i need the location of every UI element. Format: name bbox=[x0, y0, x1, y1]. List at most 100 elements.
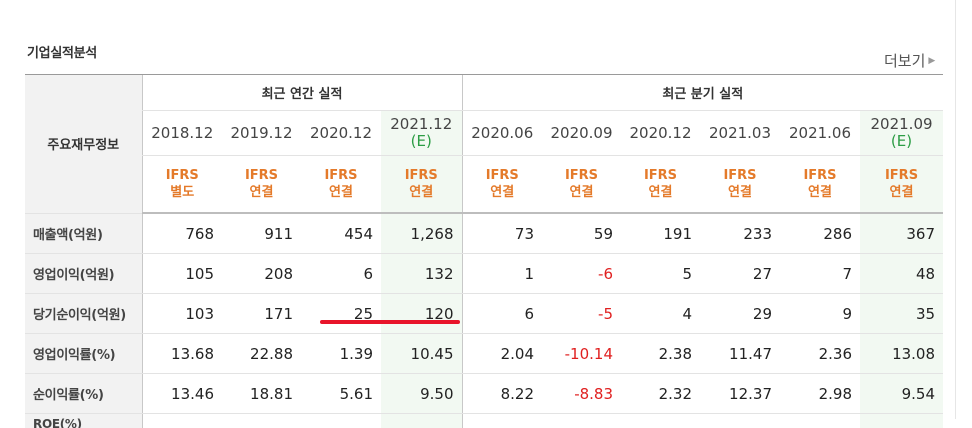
table-cell bbox=[700, 414, 780, 428]
table-cell: 768 bbox=[142, 213, 222, 254]
standard-name: IFRS bbox=[245, 168, 278, 183]
table-cell: 6 bbox=[301, 254, 381, 294]
table-cell: 18.81 bbox=[222, 374, 301, 414]
accounting-standard: IFRS 별도 bbox=[142, 156, 222, 214]
table-cell: 73 bbox=[462, 213, 542, 254]
table-cell: 6 bbox=[462, 294, 542, 334]
consolidation-basis: 연결 bbox=[250, 185, 274, 200]
table-cell: 27 bbox=[700, 254, 780, 294]
consolidation-basis: 연결 bbox=[409, 185, 433, 200]
more-link[interactable]: 더보기 ▶ bbox=[884, 50, 935, 71]
consolidation-basis: 연결 bbox=[808, 185, 832, 200]
table-cell: 9.54 bbox=[860, 374, 943, 414]
standard-name: IFRS bbox=[803, 168, 836, 183]
table-cell: 59 bbox=[542, 213, 621, 254]
period-date: 2021.12 bbox=[390, 115, 452, 133]
period-date: 2021.09 bbox=[871, 115, 933, 133]
accounting-standard: IFRS 연결 bbox=[542, 156, 621, 214]
period-header: 2021.09(E) bbox=[860, 111, 943, 156]
standard-name: IFRS bbox=[166, 168, 199, 183]
table-cell: 171 bbox=[222, 294, 301, 334]
table-cell: 208 bbox=[222, 254, 301, 294]
accounting-standard: IFRS 연결 bbox=[621, 156, 700, 214]
table-cell: 5.61 bbox=[301, 374, 381, 414]
table-cell: 454 bbox=[301, 213, 381, 254]
table-cell: 35 bbox=[860, 294, 943, 334]
period-header: 2018.12 bbox=[142, 111, 222, 156]
row-label: 매출액(억원) bbox=[25, 213, 142, 254]
table-cell: -8.83 bbox=[542, 374, 621, 414]
standard-name: IFRS bbox=[565, 168, 598, 183]
period-header: 2021.06 bbox=[780, 111, 860, 156]
standard-name: IFRS bbox=[486, 168, 519, 183]
table-cell: 2.04 bbox=[462, 334, 542, 374]
table-cell: 22.88 bbox=[222, 334, 301, 374]
accounting-standard: IFRS 연결 bbox=[222, 156, 301, 214]
table-cell: 1.39 bbox=[301, 334, 381, 374]
table-cell: -10.14 bbox=[542, 334, 621, 374]
section-title: 기업실적분석 bbox=[27, 42, 97, 61]
table-cell: 132 bbox=[381, 254, 462, 294]
table-cell: 48 bbox=[860, 254, 943, 294]
consolidation-basis: 연결 bbox=[570, 185, 594, 200]
table-cell: 120 bbox=[381, 294, 462, 334]
period-header: 2019.12 bbox=[222, 111, 301, 156]
row-label: 순이익률(%) bbox=[25, 374, 142, 414]
consolidation-basis: 연결 bbox=[329, 185, 353, 200]
standard-name: IFRS bbox=[644, 168, 677, 183]
table-cell: 911 bbox=[222, 213, 301, 254]
table-cell: -5 bbox=[542, 294, 621, 334]
row-label: 영업이익(억원) bbox=[25, 254, 142, 294]
estimate-marker: (E) bbox=[411, 132, 432, 150]
table-cell: 8.22 bbox=[462, 374, 542, 414]
accounting-standard: IFRS 연결 bbox=[462, 156, 542, 214]
accounting-standard: IFRS 연결 bbox=[301, 156, 381, 214]
standard-name: IFRS bbox=[324, 168, 357, 183]
table-cell: 11.47 bbox=[700, 334, 780, 374]
estimate-marker: (E) bbox=[891, 132, 912, 150]
table-cell: 191 bbox=[621, 213, 700, 254]
period-header: 2020.12 bbox=[301, 111, 381, 156]
row-label: ROE(%) bbox=[25, 414, 142, 428]
table-cell: 25 bbox=[301, 294, 381, 334]
table-cell: 10.45 bbox=[381, 334, 462, 374]
table-row-partial: ROE(%) bbox=[25, 414, 943, 428]
quarter-group-header: 최근 분기 실적 bbox=[462, 75, 943, 111]
table-cell: 13.08 bbox=[860, 334, 943, 374]
table-cell bbox=[142, 414, 222, 428]
table-cell bbox=[780, 414, 860, 428]
annual-group-header: 최근 연간 실적 bbox=[142, 75, 462, 111]
table-cell bbox=[381, 414, 462, 428]
table-cell: 12.37 bbox=[700, 374, 780, 414]
table-cell bbox=[860, 414, 943, 428]
period-header: 2020.09 bbox=[542, 111, 621, 156]
consolidation-basis: 연결 bbox=[728, 185, 752, 200]
period-header: 2021.03 bbox=[700, 111, 780, 156]
consolidation-basis: 연결 bbox=[649, 185, 673, 200]
table-cell: 13.46 bbox=[142, 374, 222, 414]
consolidation-basis: 별도 bbox=[170, 185, 194, 200]
table-cell: 103 bbox=[142, 294, 222, 334]
table-cell: 1,268 bbox=[381, 213, 462, 254]
table-cell: 9 bbox=[780, 294, 860, 334]
table-cell: 29 bbox=[700, 294, 780, 334]
period-header: 2021.12(E) bbox=[381, 111, 462, 156]
table-cell: -6 bbox=[542, 254, 621, 294]
table-cell: 367 bbox=[860, 213, 943, 254]
consolidation-basis: 연결 bbox=[490, 185, 514, 200]
table-cell: 2.36 bbox=[780, 334, 860, 374]
table-cell bbox=[462, 414, 542, 428]
period-header: 2020.12 bbox=[621, 111, 700, 156]
table-cell: 2.98 bbox=[780, 374, 860, 414]
accounting-standard: IFRS 연결 bbox=[780, 156, 860, 214]
table-cell: 7 bbox=[780, 254, 860, 294]
standard-name: IFRS bbox=[405, 168, 438, 183]
table-cell: 233 bbox=[700, 213, 780, 254]
table-cell: 9.50 bbox=[381, 374, 462, 414]
